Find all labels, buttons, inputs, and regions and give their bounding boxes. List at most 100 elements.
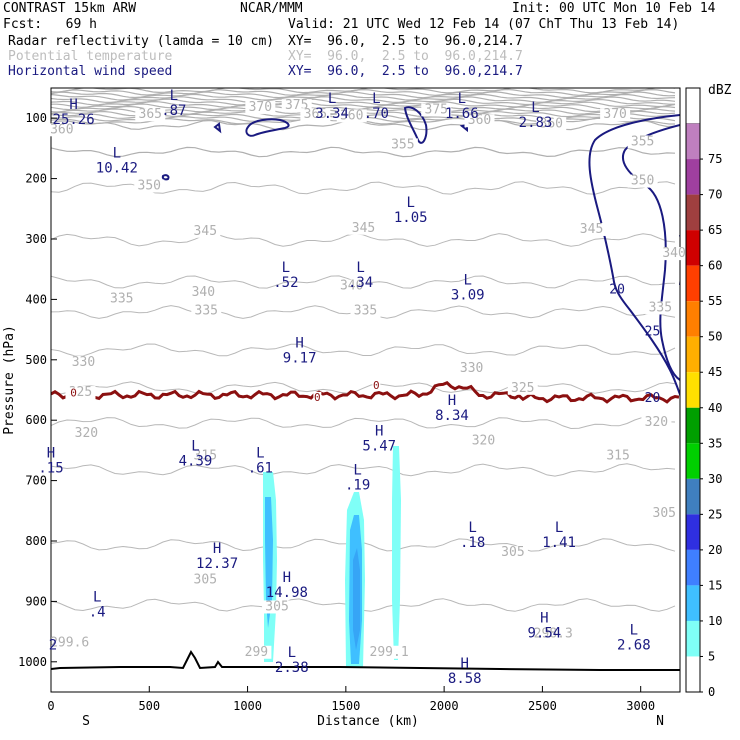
y-axis-title: Pressure (hPa) xyxy=(2,325,17,435)
theta-contour xyxy=(51,463,676,477)
colorbar-swatch xyxy=(686,443,700,479)
wind-contour-upper-2 xyxy=(403,106,428,144)
extremum-marker: H xyxy=(461,656,469,672)
x-axis-left-end-label: S xyxy=(82,714,90,729)
theta-contour xyxy=(51,98,675,106)
theta-label-bg xyxy=(300,108,331,122)
extremum-value: 8.34 xyxy=(435,408,469,424)
wind-contour-upper-1 xyxy=(245,118,290,137)
theta-label-bg xyxy=(336,279,367,293)
theta-label-bg xyxy=(241,645,272,659)
theta-label: 298.3 xyxy=(534,627,573,642)
extremum-value: .18 xyxy=(460,535,485,551)
extremum-marker: H xyxy=(213,541,221,557)
colorbar-label: 70 xyxy=(708,188,722,202)
theta-label-bg xyxy=(350,304,381,318)
x-tick-label: 2500 xyxy=(528,699,557,713)
extremum-marker: L xyxy=(328,91,336,107)
extremum-marker: H xyxy=(69,97,77,113)
reflectivity-cells xyxy=(263,446,401,668)
colorbar-swatch xyxy=(686,478,700,515)
theta-label-bg xyxy=(188,285,219,299)
colorbar-label: 30 xyxy=(708,472,722,486)
theta-label-bg xyxy=(659,247,690,261)
reflectivity-cell-10dbz xyxy=(265,497,273,628)
extremum-marker: H xyxy=(283,570,291,586)
y-tick-label: 300 xyxy=(25,232,47,246)
theta-label: 345 xyxy=(194,224,217,239)
extremum-value: 3.09 xyxy=(451,287,485,303)
extremum-value: 2.38 xyxy=(275,660,309,676)
freezing-level-line xyxy=(51,381,680,404)
colorbar-swatch xyxy=(686,372,700,408)
extremum-value: 1.66 xyxy=(445,106,479,122)
theta-label-bg xyxy=(135,108,166,122)
theta-label-bg xyxy=(387,138,418,152)
extremum-marker: L xyxy=(93,589,101,605)
theta-label: 320 xyxy=(472,433,495,448)
theta-label-bg xyxy=(190,449,221,463)
colorbar-label: 55 xyxy=(708,294,722,308)
theta-label: 305 xyxy=(265,599,288,614)
theta-label: 335 xyxy=(195,304,218,319)
theta-label-bg xyxy=(245,100,276,114)
theta-label: 335 xyxy=(649,300,672,315)
x-tick-label: 3000 xyxy=(626,699,655,713)
theta-label: 345 xyxy=(352,221,375,236)
theta-label-bg xyxy=(190,573,221,587)
colorbar-label: 35 xyxy=(708,436,722,450)
extremum-value: 2 xyxy=(49,638,57,654)
colorbar-label: 25 xyxy=(708,507,722,521)
theta-contour xyxy=(51,88,676,94)
theta-label: 325 xyxy=(511,381,534,396)
field-name-wind: Horizontal wind speed xyxy=(8,64,173,79)
terrain-surface-line xyxy=(51,650,680,671)
theta-label: 320 xyxy=(75,426,98,441)
extremum-marker: L xyxy=(256,446,264,462)
theta-contour xyxy=(51,146,676,158)
extremum-value: .70 xyxy=(364,106,389,122)
theta-label-bg xyxy=(468,434,499,448)
extremum-value: 5.47 xyxy=(362,438,396,454)
extremum-value: 1.41 xyxy=(542,535,576,551)
colorbar-label: 5 xyxy=(708,649,715,663)
x-axis-title: Distance (km) xyxy=(317,714,419,729)
colorbar-label: 20 xyxy=(708,543,722,557)
theta-contour xyxy=(51,93,676,101)
init-time: Init: 00 UTC Mon 10 Feb 14 xyxy=(512,1,716,16)
y-tick-label: 100 xyxy=(25,111,47,125)
extremum-value: 14.98 xyxy=(266,585,308,601)
extremum-value: 10.42 xyxy=(96,160,138,176)
y-tick-label: 900 xyxy=(25,594,47,608)
plot-frame xyxy=(50,87,681,693)
extremum-marker: L xyxy=(170,88,178,104)
wind-contour-upper-4 xyxy=(161,174,170,181)
extremum-marker: L xyxy=(406,195,414,211)
colorbar-label: 15 xyxy=(708,578,722,592)
theta-label-bg xyxy=(645,301,676,315)
theta-label: 340 xyxy=(192,285,215,300)
colorbar-swatch xyxy=(685,87,701,124)
colorbar-swatch xyxy=(686,514,700,550)
theta-contour xyxy=(51,233,676,247)
wind-contour-label: 25 xyxy=(645,325,661,340)
wind-contour-label: 20 xyxy=(645,391,661,406)
freezing-label-bg xyxy=(69,387,78,399)
colorbar-label: 50 xyxy=(708,330,722,344)
colorbar-swatch xyxy=(686,336,700,373)
theta-label: 305 xyxy=(194,572,217,587)
y-tick-label: 700 xyxy=(25,474,47,488)
theta-label: 370 xyxy=(249,100,272,115)
extremum-marker: L xyxy=(555,520,563,536)
freezing-level-label: 0 xyxy=(70,387,77,400)
extremum-value: .15 xyxy=(38,461,63,477)
wind-contour-25 xyxy=(622,124,680,381)
colorbar-swatch xyxy=(686,407,700,444)
org-label: NCAR/MMM xyxy=(240,1,303,16)
wind-speed-contours xyxy=(161,106,680,398)
theta-label: 365 xyxy=(304,107,327,122)
theta-label-bg xyxy=(54,636,85,650)
theta-label-bg xyxy=(600,108,631,122)
